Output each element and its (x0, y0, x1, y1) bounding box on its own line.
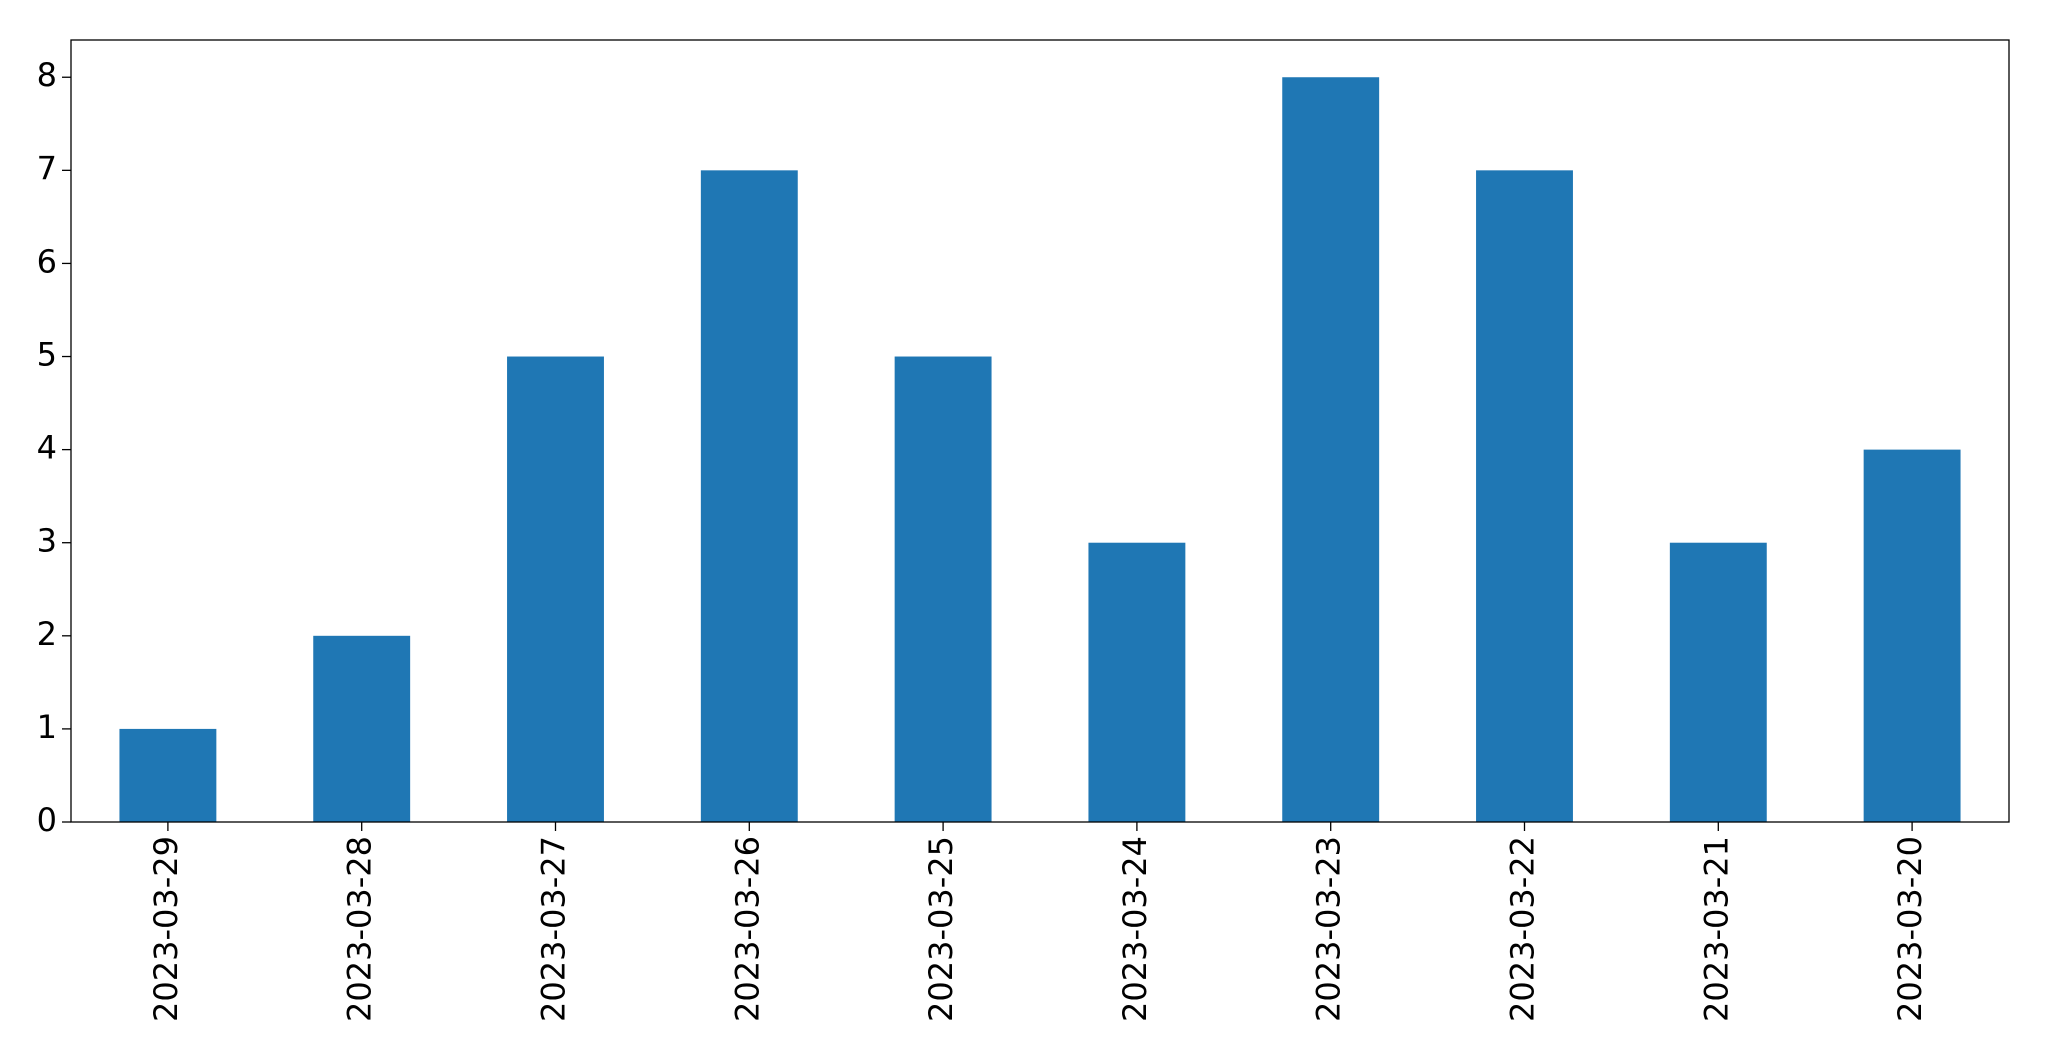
x-tick-label: 2023-03-25 (922, 836, 960, 1022)
plot-frame (70, 39, 2010, 823)
bar (1669, 542, 1767, 822)
y-tick-label: 3 (37, 522, 57, 560)
y-tick-label: 5 (37, 336, 57, 374)
bar (894, 356, 992, 822)
y-tick-label: 8 (37, 56, 57, 94)
x-tick-label: 2023-03-23 (1310, 836, 1348, 1022)
x-tick-label: 2023-03-20 (1891, 836, 1929, 1022)
x-tick-label: 2023-03-21 (1697, 836, 1735, 1022)
x-tick-label: 2023-03-27 (535, 836, 573, 1022)
y-tick-label: 7 (37, 149, 57, 187)
y-tick-label: 4 (37, 429, 57, 467)
bar (313, 635, 411, 822)
bar (1476, 170, 1573, 823)
bar (507, 356, 604, 822)
y-tick-label: 2 (37, 615, 57, 653)
y-tick-label: 0 (37, 801, 57, 839)
y-tick-label: 6 (37, 242, 57, 280)
bar (1088, 542, 1186, 822)
y-tick-label: 1 (37, 708, 57, 746)
x-tick-label: 2023-03-24 (1116, 836, 1154, 1022)
bar (700, 170, 798, 823)
bar (1863, 449, 1961, 822)
x-tick-label: 2023-03-26 (728, 836, 766, 1022)
x-tick-label: 2023-03-22 (1504, 836, 1542, 1022)
x-tick-label: 2023-03-28 (341, 836, 379, 1022)
bar (1282, 77, 1380, 822)
bar (119, 728, 217, 822)
x-tick-label: 2023-03-29 (147, 836, 185, 1022)
